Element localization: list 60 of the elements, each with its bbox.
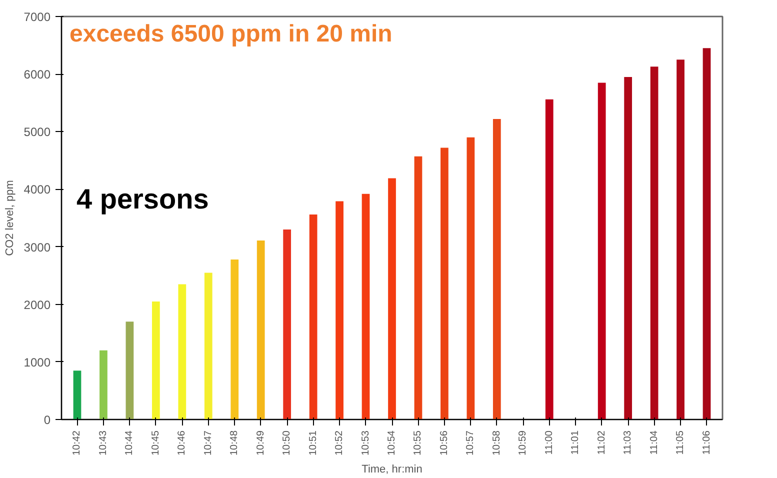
x-tick-label: 10:50: [282, 430, 293, 456]
x-tick-label: 10:44: [124, 430, 136, 456]
bar: [650, 66, 658, 420]
y-tick-label: 0: [44, 413, 51, 427]
x-tick-label: 10:53: [360, 430, 372, 456]
y-tick-label: 4000: [24, 182, 51, 197]
y-tick-label: 6000: [24, 68, 51, 82]
bar: [624, 76, 632, 420]
bar: [204, 272, 212, 420]
y-tick-label: 3000: [24, 240, 51, 254]
bar: [283, 230, 292, 420]
x-tick-label: 10:58: [491, 430, 502, 456]
x-tick-label: 10:45: [150, 430, 162, 456]
bar: [414, 156, 422, 420]
x-tick-label: 10:57: [465, 430, 476, 456]
bar: [676, 60, 684, 420]
bar: [230, 259, 239, 420]
x-tick-label: 10:46: [176, 430, 188, 456]
annotation: exceeds 6500 ppm in 20 min: [70, 20, 392, 48]
bar: [309, 214, 318, 420]
x-tick-label: 10:43: [98, 430, 109, 456]
bar: [100, 350, 108, 420]
bar: [73, 370, 82, 420]
x-tick-label: 10:42: [72, 430, 83, 456]
annotation: 4 persons: [76, 184, 209, 214]
bar: [440, 148, 448, 420]
bar: [126, 322, 134, 420]
x-tick-label: 11:00: [544, 430, 555, 455]
x-tick-label: 11:04: [648, 430, 660, 455]
x-tick-label: 10:55: [412, 430, 424, 456]
x-tick-label: 10:48: [229, 430, 240, 456]
x-tick-label: 11:03: [622, 430, 634, 455]
x-tick-label: 10:51: [308, 430, 319, 456]
bar: [178, 284, 186, 420]
x-tick-label: 10:52: [334, 430, 346, 456]
bar: [362, 194, 370, 420]
bar: [152, 301, 160, 420]
x-tick-label: 10:54: [386, 430, 398, 456]
y-tick-label: 2000: [24, 298, 51, 312]
bar: [388, 178, 396, 420]
bar: [336, 201, 344, 420]
x-tick-label: 10:49: [255, 430, 266, 456]
bar: [466, 137, 475, 420]
x-tick-label: 10:59: [518, 430, 529, 456]
bar: [702, 48, 711, 420]
x-tick-label: 11:05: [675, 430, 686, 455]
x-axis-title: Time, hr:min: [362, 464, 422, 476]
x-tick-label: 10:47: [202, 430, 214, 456]
x-tick-label: 11:01: [570, 430, 582, 455]
x-tick-label: 11:02: [596, 430, 608, 455]
x-tick-label: 11:06: [701, 430, 712, 455]
x-tick-label: 10:56: [438, 430, 450, 456]
bar: [598, 82, 606, 420]
y-tick-label: 1000: [24, 355, 51, 370]
bar: [256, 240, 265, 420]
y-tick-label: 5000: [24, 125, 51, 140]
y-axis-title: CO2 level, ppm: [4, 180, 16, 256]
y-tick-label: 7000: [24, 10, 51, 24]
bar: [492, 118, 501, 420]
bar: [545, 99, 554, 420]
